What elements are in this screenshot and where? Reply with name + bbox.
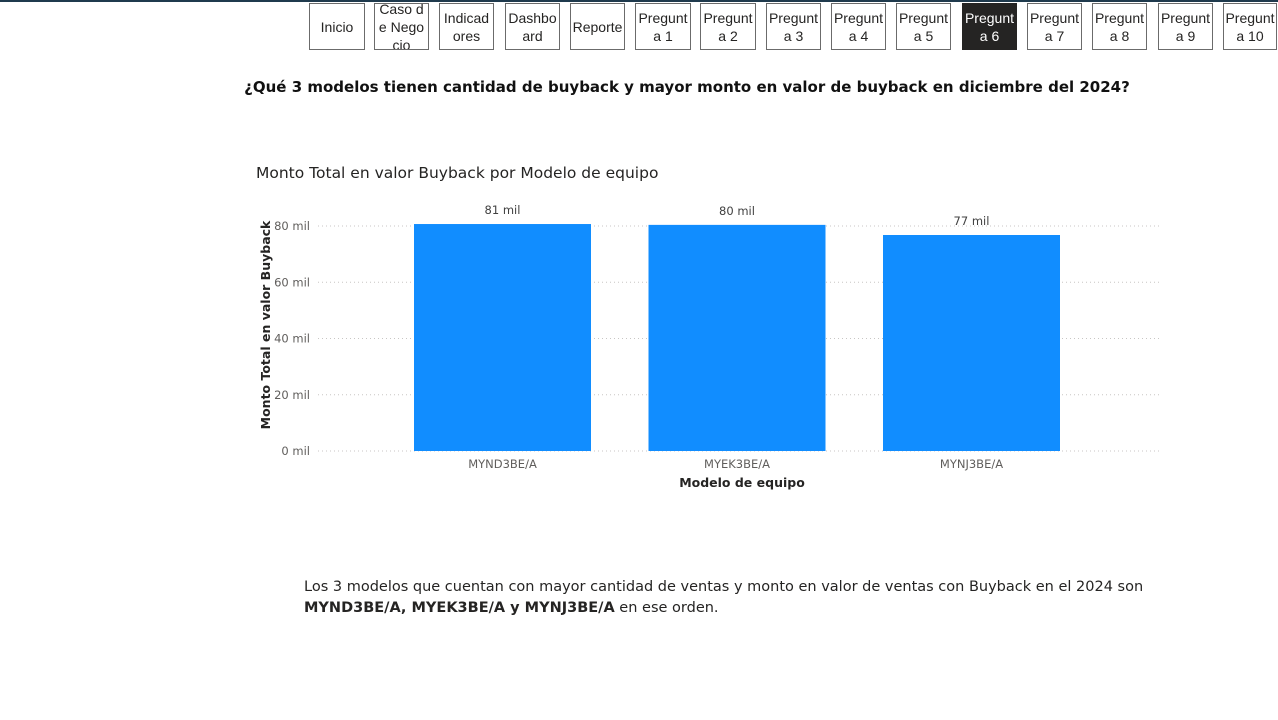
nav-button-pregunta-10[interactable]: Pregunta 10 [1223,3,1277,50]
data-label: 77 mil [954,214,990,228]
x-tick-label: MYEK3BE/A [704,457,770,471]
nav-button-reporte[interactable]: Reporte [570,3,625,50]
nav-button-pregunta-6[interactable]: Pregunta 6 [962,3,1017,50]
nav-button-pregunta-4[interactable]: Pregunta 4 [831,3,886,50]
nav-button-dashboard[interactable]: Dashboard [505,3,560,50]
chart-title: Monto Total en valor Buyback por Modelo … [256,164,659,182]
nav-button-pregunta-9[interactable]: Pregunta 9 [1158,3,1213,50]
data-label: 80 mil [719,204,755,218]
y-tick-label: 0 mil [281,444,310,458]
nav-button-caso-de-negocio[interactable]: Caso de Negocio [374,3,429,50]
nav-button-pregunta-3[interactable]: Pregunta 3 [766,3,821,50]
bar-mynj3be-a [883,235,1060,451]
conclusion-intro: Los 3 modelos que cuentan con mayor cant… [304,579,1144,595]
question-heading: ¿Qué 3 modelos tienen cantidad de buybac… [244,78,1130,96]
nav-button-pregunta-2[interactable]: Pregunta 2 [700,3,756,50]
conclusion-text: Los 3 modelos que cuentan con mayor cant… [304,577,1184,619]
x-tick-label: MYNJ3BE/A [940,457,1003,471]
top-border [0,0,1278,2]
x-axis-title: Modelo de equipo [679,475,805,490]
conclusion-outro: en ese orden. [614,600,719,616]
nav-button-pregunta-1[interactable]: Pregunta 1 [635,3,691,50]
conclusion-models: MYND3BE/A, MYEK3BE/A y MYNJ3BE/A [304,600,615,616]
nav-button-indicadores[interactable]: Indicadores [439,3,494,50]
bar-chart: 0 mil 20 mil 40 mil 60 mil 80 mil 81 mil MYND3… [258,203,1160,490]
bar-mynd3be-a [414,224,591,451]
y-tick-label: 40 mil [274,332,310,346]
y-tick-label: 80 mil [274,219,310,233]
x-tick-label: MYND3BE/A [468,457,537,471]
nav-button-inicio[interactable]: Inicio [309,3,365,50]
y-tick-label: 20 mil [274,388,310,402]
navigation-bar: Inicio Caso de Negocio Indicadores Dashb… [0,3,1278,51]
nav-button-pregunta-5[interactable]: Pregunta 5 [896,3,951,50]
nav-button-pregunta-8[interactable]: Pregunta 8 [1092,3,1147,50]
data-label: 81 mil [485,203,521,217]
y-axis-title: Monto Total en valor Buyback [258,220,273,429]
bar-myek3be-a [648,224,826,451]
y-tick-label: 60 mil [274,275,310,289]
nav-button-pregunta-7[interactable]: Pregunta 7 [1027,3,1082,50]
